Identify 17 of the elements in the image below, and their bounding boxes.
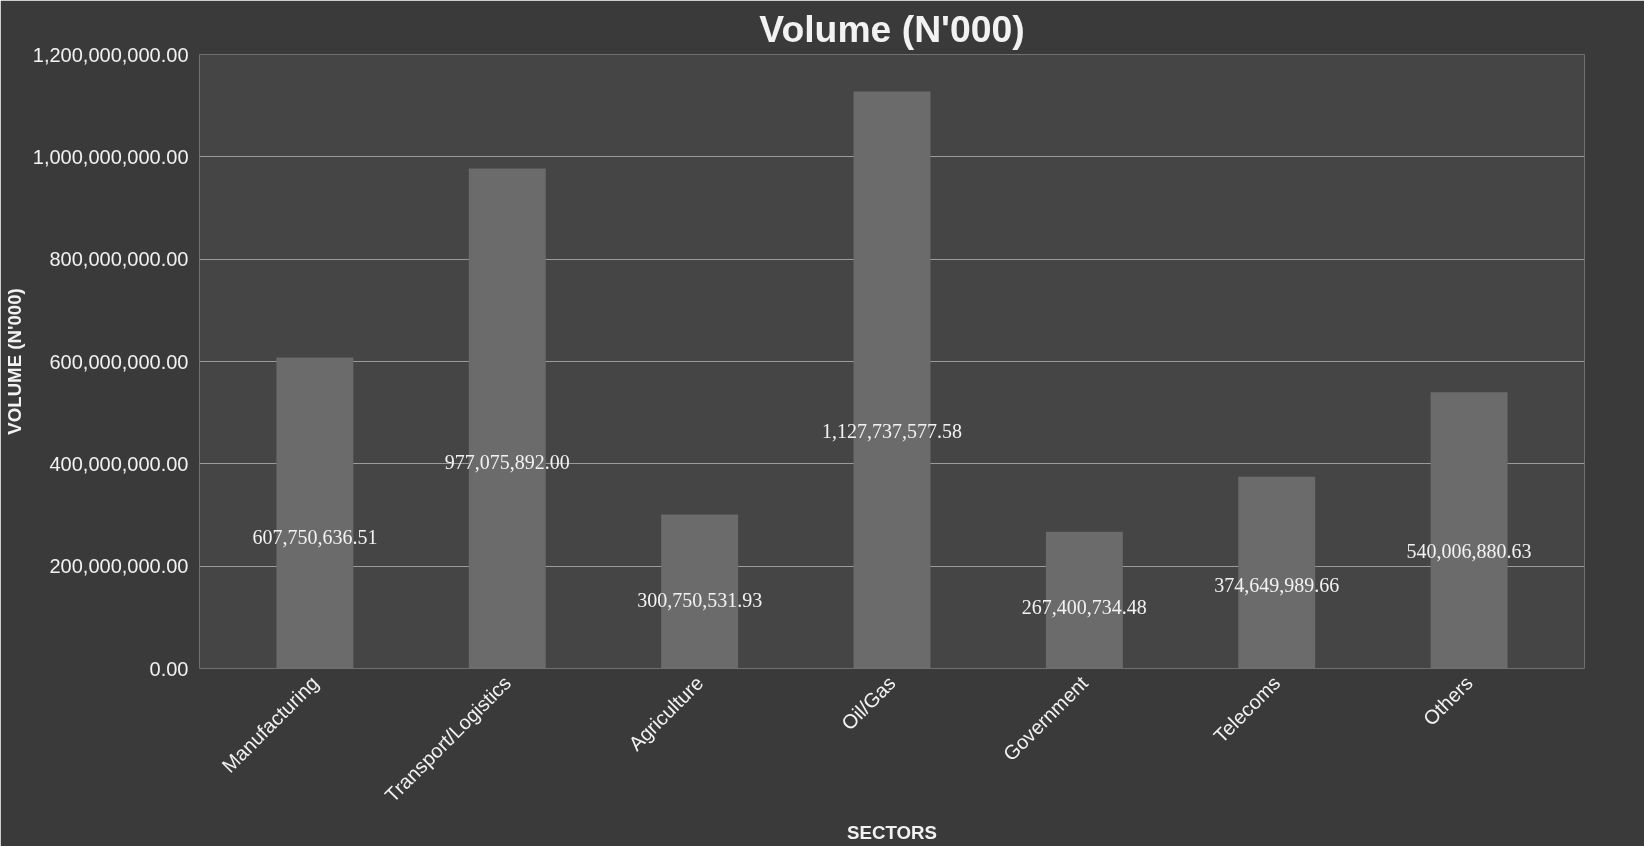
data-label: 300,750,531.93 — [637, 588, 763, 611]
y-tick-label: 1,000,000,000.00 — [32, 145, 189, 168]
data-label: 607,750,636.51 — [252, 526, 378, 549]
y-tick-label: 800,000,000.00 — [49, 248, 189, 271]
data-label: 267,400,734.48 — [1021, 595, 1147, 618]
y-axis-title: VOLUME (N'000) — [3, 288, 25, 435]
y-tick-label: 0.00 — [149, 657, 189, 680]
y-tick-label: 400,000,000.00 — [49, 452, 189, 475]
y-tick-label: 600,000,000.00 — [49, 350, 189, 373]
data-label: 977,075,892.00 — [444, 450, 570, 473]
data-label: 1,127,737,577.58 — [822, 419, 962, 442]
y-tick-label: 1,200,000,000.00 — [32, 43, 189, 66]
data-label: 540,006,880.63 — [1406, 539, 1532, 562]
y-tick-label: 200,000,000.00 — [49, 555, 189, 578]
data-label: 374,649,989.66 — [1214, 573, 1340, 596]
chart-title: Volume (N'000) — [759, 7, 1025, 50]
x-axis-title: SECTORS — [847, 822, 937, 843]
